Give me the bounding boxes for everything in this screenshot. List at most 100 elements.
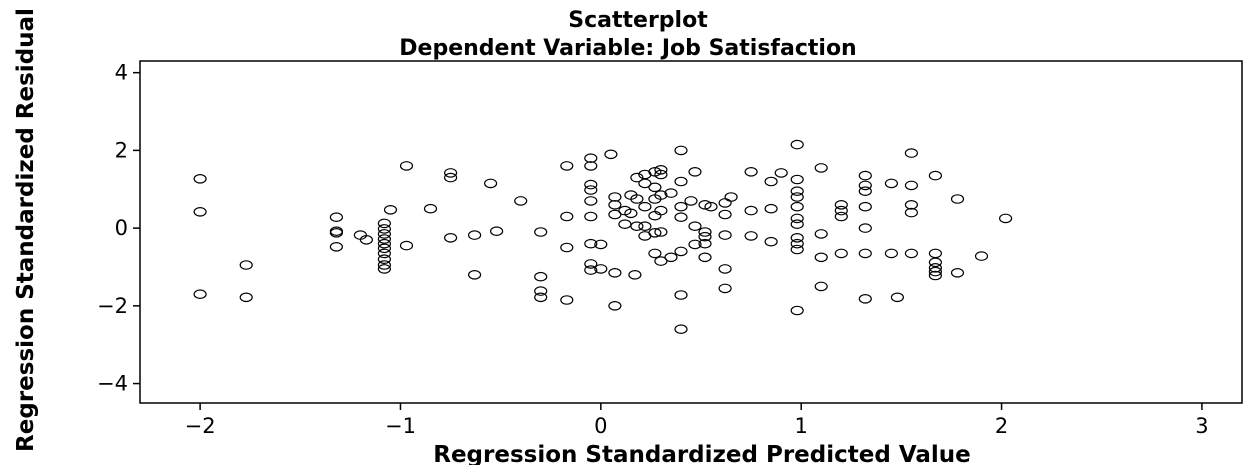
scatter-point — [329, 228, 343, 238]
scatter-point — [628, 269, 642, 280]
scatter-point — [377, 243, 391, 254]
scatter-point — [484, 178, 498, 189]
scatter-point — [790, 233, 804, 243]
scatter-point — [998, 213, 1013, 224]
scatter-point — [444, 168, 458, 178]
scatter-point — [654, 227, 668, 237]
scatter-point — [604, 149, 618, 160]
scatter-point — [239, 260, 253, 270]
x-tick-label: 1 — [795, 414, 808, 438]
scatter-point — [468, 269, 482, 280]
scatter-point — [329, 242, 343, 252]
scatter-point — [377, 234, 391, 244]
scatter-point — [790, 186, 804, 196]
scatter-point — [377, 229, 391, 239]
scatter-point — [638, 221, 652, 231]
scatter-point — [377, 254, 391, 265]
x-tick-label: 0 — [594, 414, 607, 438]
scatter-point — [594, 264, 608, 274]
scatter-point — [584, 185, 598, 195]
scatter-point — [858, 170, 872, 181]
scatter-point — [718, 209, 732, 220]
scatter-point — [630, 172, 644, 183]
scatter-point — [584, 179, 598, 190]
scatter-point — [630, 221, 644, 231]
scatter-point — [834, 200, 848, 210]
scatter-point — [718, 230, 732, 240]
scatter-point — [399, 161, 414, 171]
x-tick-label: 2 — [995, 414, 1008, 438]
scatter-point — [790, 219, 804, 229]
x-tick-label: −2 — [185, 414, 216, 438]
scatter-point — [974, 251, 989, 261]
scatter-point — [834, 205, 848, 216]
scatter-point — [608, 267, 622, 278]
scatter-point — [534, 227, 548, 237]
scatter-point — [383, 205, 398, 215]
scatter-point — [674, 290, 688, 300]
scatter-point — [904, 248, 919, 259]
scatter-point — [858, 223, 872, 233]
scatter-point — [423, 203, 438, 214]
y-tick-label: 2 — [115, 138, 128, 162]
scatter-point — [790, 201, 804, 212]
scatter-point — [584, 211, 598, 222]
scatter-point — [790, 305, 804, 316]
scatter-point — [834, 248, 848, 259]
scatter-point — [858, 293, 872, 304]
scatter-point — [904, 148, 919, 158]
scatter-point — [514, 196, 528, 206]
scatter-point — [584, 238, 598, 249]
scatter-point — [638, 178, 652, 189]
scatter-point — [858, 248, 872, 259]
scatter-point — [744, 205, 758, 216]
scatter-point — [664, 252, 678, 263]
scatter-point — [698, 227, 712, 237]
scatter-point — [790, 244, 804, 255]
scatter-point — [534, 286, 548, 296]
scatter-point — [814, 252, 828, 263]
chart-title: Scatterplot — [568, 8, 708, 33]
scatter-point — [239, 292, 253, 303]
scatter-point — [858, 201, 872, 212]
scatter-point — [904, 200, 919, 210]
scatter-point — [950, 194, 965, 204]
scatter-point — [560, 242, 574, 253]
scatter-point — [744, 167, 758, 177]
scatter-point — [638, 201, 652, 212]
scatter-point — [774, 168, 788, 178]
scatter-point — [884, 248, 899, 259]
scatter-point — [950, 267, 965, 278]
scatter-point — [724, 192, 738, 202]
y-tick-label: −4 — [97, 372, 128, 396]
scatter-point — [648, 210, 662, 221]
scatter-point — [674, 324, 688, 334]
scatter-point — [790, 213, 804, 224]
scatter-point — [904, 207, 919, 218]
scatter-point — [584, 265, 598, 275]
scatter-point — [688, 167, 702, 177]
scatter-point — [648, 182, 662, 193]
scatter-point — [928, 266, 943, 277]
scatter-point — [928, 170, 943, 181]
scatter-point — [377, 260, 391, 270]
y-tick-label: 4 — [115, 61, 128, 85]
scatter-point — [329, 212, 343, 222]
scatter-point — [790, 192, 804, 202]
scatter-point — [193, 174, 207, 184]
scatter-point — [928, 248, 943, 259]
scatter-point — [814, 281, 828, 292]
scatter-point — [704, 201, 718, 212]
scatter-point — [608, 200, 622, 210]
scatter-point — [718, 264, 732, 274]
scatter-point — [654, 165, 668, 175]
scatter-point — [490, 226, 504, 236]
scatter-point — [468, 230, 482, 240]
scatter-point — [584, 153, 598, 163]
scatter-point — [560, 211, 574, 222]
scatter-point — [764, 236, 778, 247]
scatter-point — [444, 172, 458, 183]
scatter-point — [718, 198, 732, 208]
scatter-point — [377, 224, 391, 234]
scatter-point — [654, 256, 668, 266]
